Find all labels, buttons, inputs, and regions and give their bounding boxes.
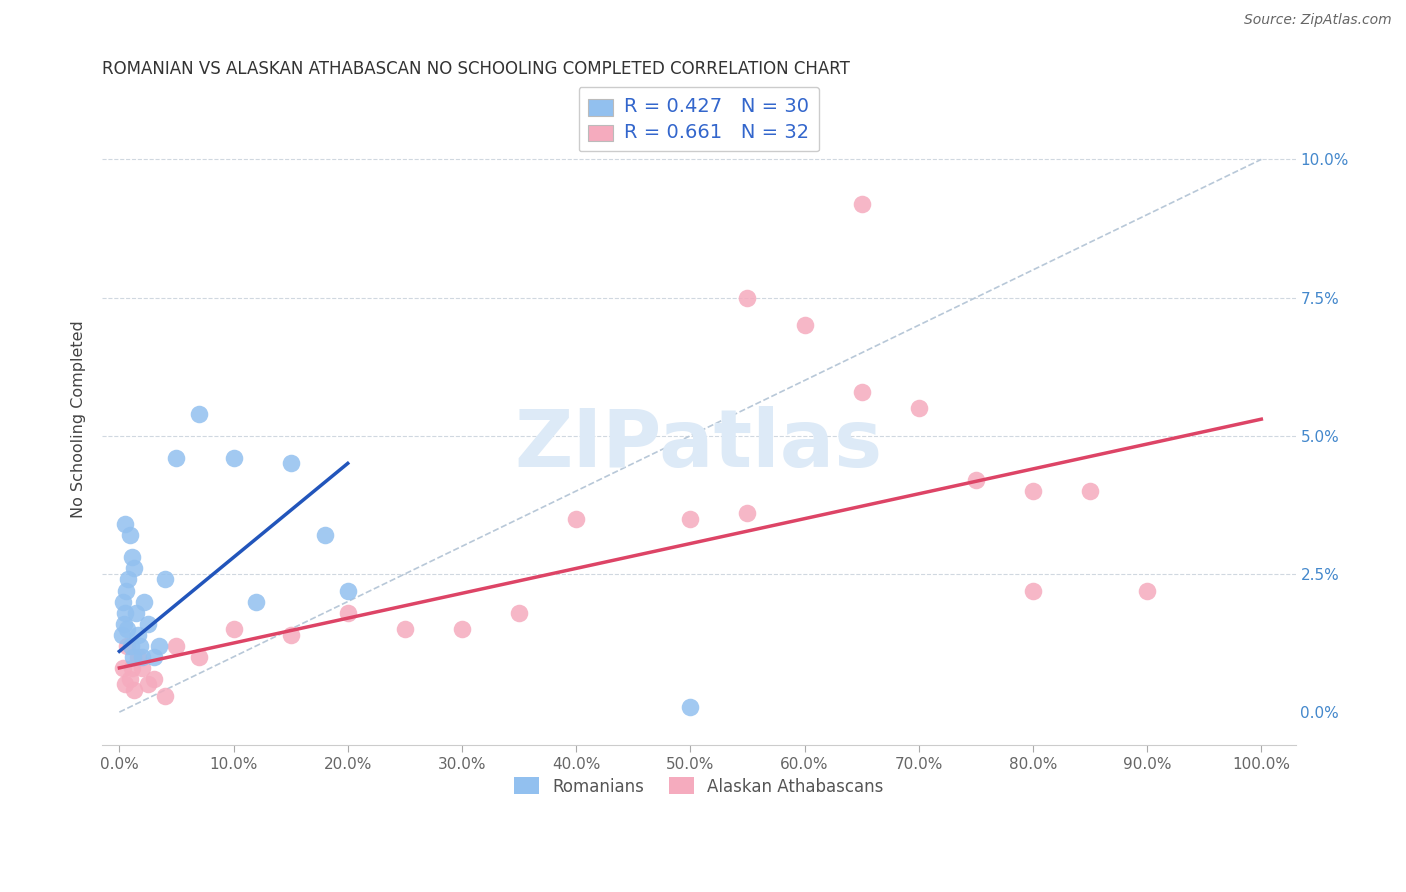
Point	[125, 606, 148, 620]
Point	[153, 689, 176, 703]
Point	[565, 511, 588, 525]
Point	[136, 616, 159, 631]
Point	[851, 196, 873, 211]
Point	[153, 573, 176, 587]
Point	[1078, 483, 1101, 498]
Point	[165, 450, 187, 465]
Point	[120, 639, 142, 653]
Point	[118, 528, 141, 542]
Point	[122, 649, 145, 664]
Point	[114, 517, 136, 532]
Point	[1136, 583, 1159, 598]
Point	[129, 639, 152, 653]
Point	[127, 649, 149, 664]
Point	[1022, 583, 1045, 598]
Point	[965, 473, 987, 487]
Point	[136, 677, 159, 691]
Text: ZIPatlas: ZIPatlas	[515, 406, 883, 484]
Point	[451, 622, 474, 636]
Point	[142, 649, 165, 664]
Point	[148, 639, 170, 653]
Point	[134, 594, 156, 608]
Point	[114, 606, 136, 620]
Point	[737, 291, 759, 305]
Point	[245, 594, 267, 608]
Point	[165, 639, 187, 653]
Point	[131, 661, 153, 675]
Point	[907, 401, 929, 416]
Point	[122, 561, 145, 575]
Point	[679, 699, 702, 714]
Point	[142, 672, 165, 686]
Point	[127, 628, 149, 642]
Point	[122, 683, 145, 698]
Point	[793, 318, 815, 333]
Text: ROMANIAN VS ALASKAN ATHABASCAN NO SCHOOLING COMPLETED CORRELATION CHART: ROMANIAN VS ALASKAN ATHABASCAN NO SCHOOL…	[103, 60, 851, 78]
Point	[280, 628, 302, 642]
Point	[336, 583, 359, 598]
Point	[114, 677, 136, 691]
Point	[222, 450, 245, 465]
Point	[851, 384, 873, 399]
Point	[188, 649, 211, 664]
Point	[188, 407, 211, 421]
Point	[115, 583, 138, 598]
Point	[222, 622, 245, 636]
Point	[314, 528, 336, 542]
Point	[117, 573, 139, 587]
Point	[679, 511, 702, 525]
Point	[280, 456, 302, 470]
Point	[1022, 483, 1045, 498]
Y-axis label: No Schooling Completed: No Schooling Completed	[72, 320, 86, 518]
Text: Source: ZipAtlas.com: Source: ZipAtlas.com	[1244, 13, 1392, 28]
Point	[111, 661, 134, 675]
Legend: Romanians, Alaskan Athabascans: Romanians, Alaskan Athabascans	[508, 771, 890, 802]
Point	[118, 672, 141, 686]
Point	[111, 628, 134, 642]
Point	[508, 606, 530, 620]
Point	[394, 622, 416, 636]
Point	[111, 594, 134, 608]
Point	[336, 606, 359, 620]
Point	[737, 506, 759, 520]
Point	[117, 639, 139, 653]
Point	[121, 661, 143, 675]
Point	[117, 622, 139, 636]
Point	[131, 649, 153, 664]
Point	[112, 616, 135, 631]
Point	[121, 550, 143, 565]
